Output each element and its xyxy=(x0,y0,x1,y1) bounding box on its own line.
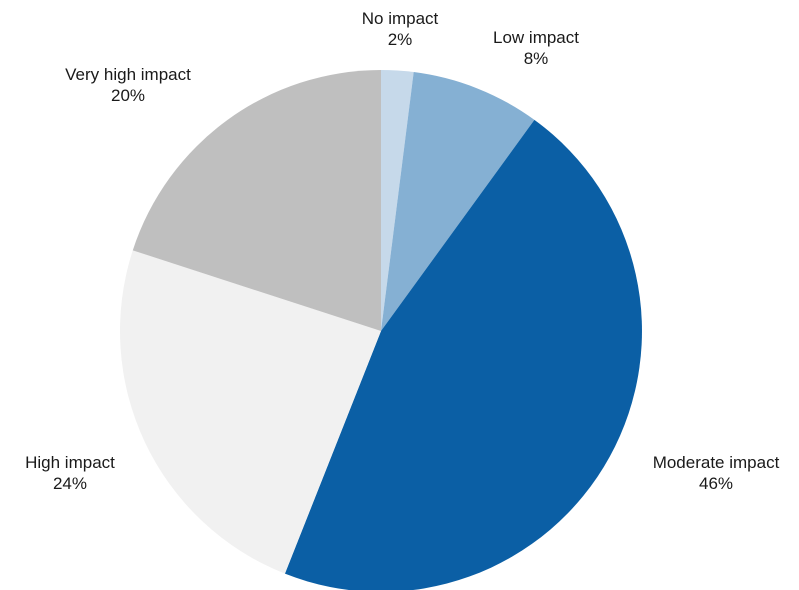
slice-name: No impact xyxy=(361,9,439,28)
pie-slice-low-impact xyxy=(381,72,535,331)
pie-slice-no-impact xyxy=(381,70,414,331)
slice-label-moderate-impact: Moderate impact 46% xyxy=(653,452,780,494)
slice-label-very-high-impact: Very high impact 20% xyxy=(65,64,191,106)
slice-value: 46% xyxy=(698,474,734,493)
slice-value: 24% xyxy=(52,474,88,493)
pie-slice-very-high-impact xyxy=(132,70,381,331)
slice-name: High impact xyxy=(25,453,115,472)
slice-label-no-impact: No impact 2% xyxy=(362,8,439,50)
slice-value: 8% xyxy=(523,49,549,68)
slice-label-low-impact: Low impact 8% xyxy=(493,27,579,69)
slice-name: Very high impact xyxy=(65,65,191,84)
slice-name: Moderate impact xyxy=(652,453,780,472)
slice-name: Low impact xyxy=(493,28,579,47)
pie-slice-high-impact xyxy=(119,250,381,574)
slice-value: 20% xyxy=(110,86,146,105)
pie-slice-moderate-impact xyxy=(284,119,642,590)
slice-label-high-impact: High impact 24% xyxy=(25,452,115,494)
slice-value: 2% xyxy=(387,30,413,49)
